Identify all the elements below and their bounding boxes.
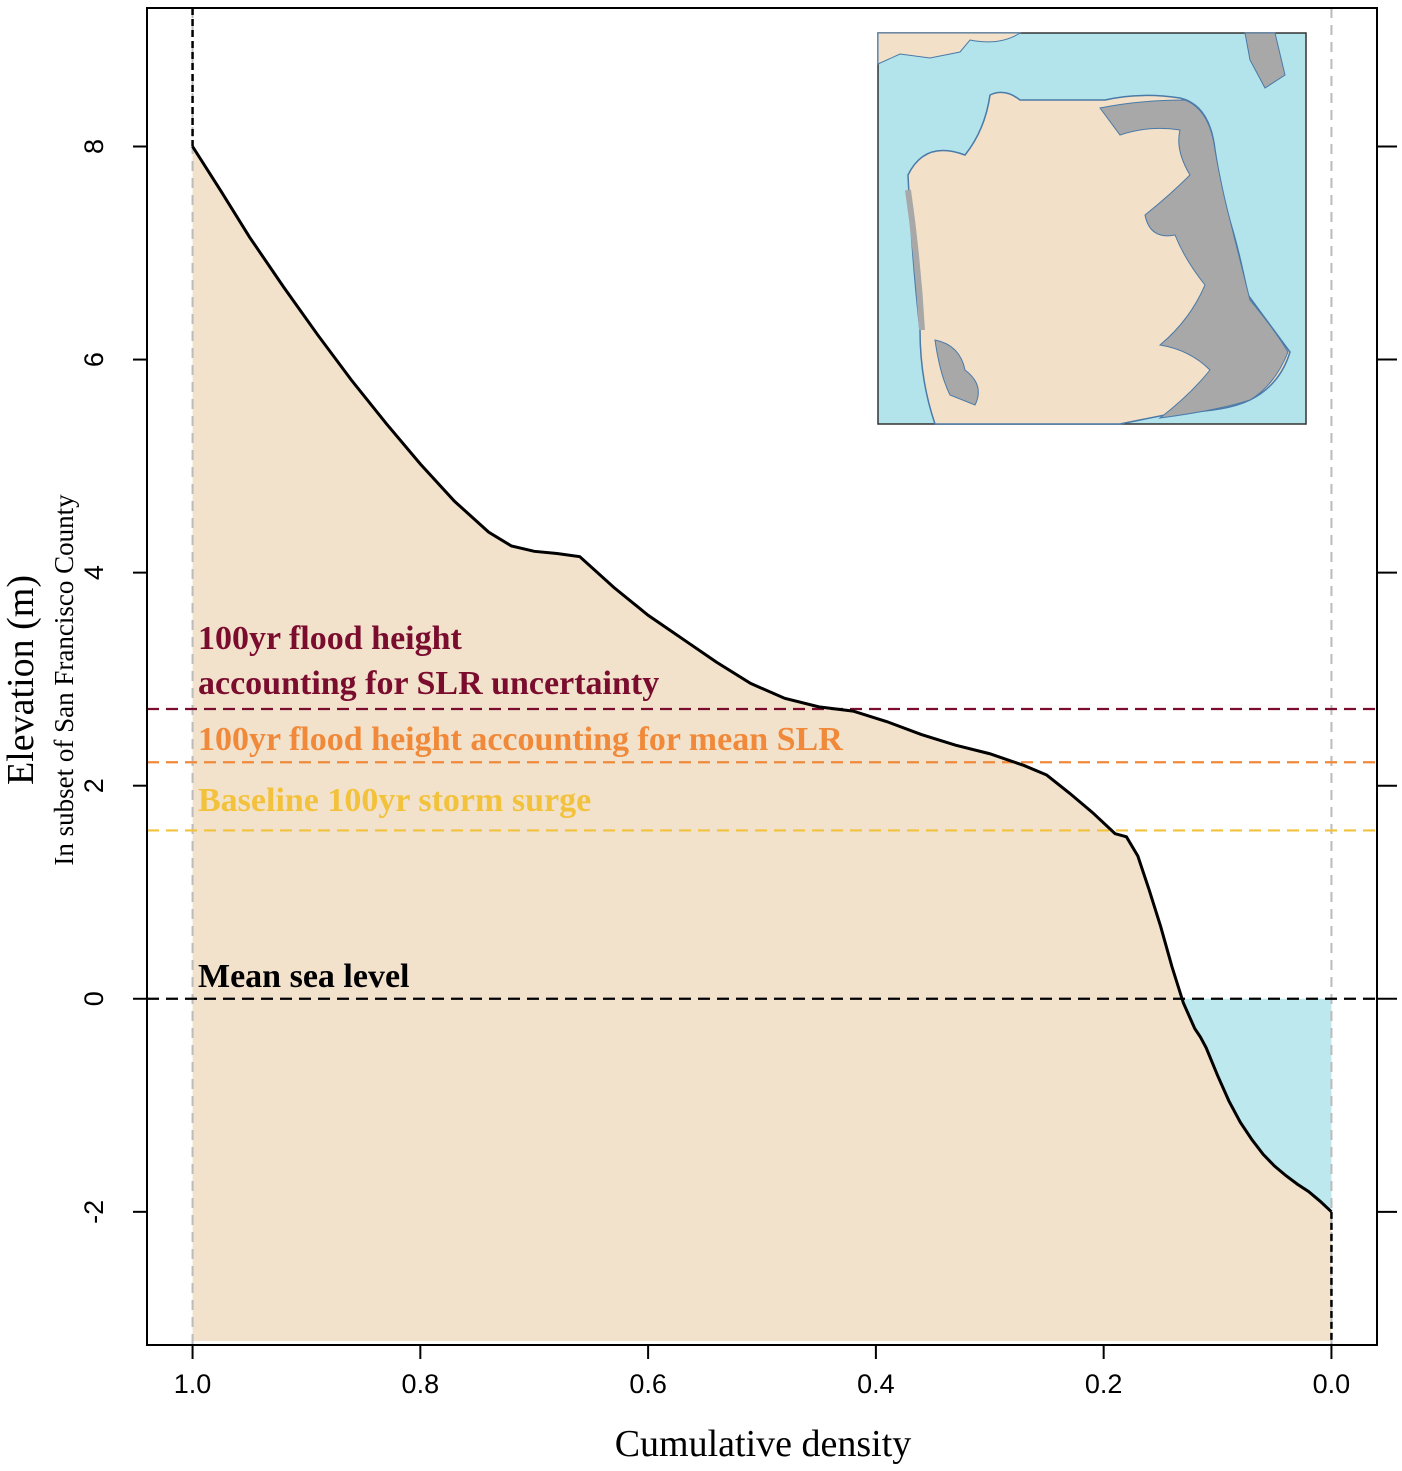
y-tick-label-0: -2 (79, 1200, 109, 1224)
san-francisco-inset-map (877, 32, 1307, 425)
axes: 1.0 0.8 0.6 0.4 0.2 0.0 -2 0 2 4 6 8 (79, 7, 1397, 1399)
y-tick-label-1: 0 (79, 991, 109, 1006)
x-tick-label-4: 0.2 (1085, 1369, 1123, 1399)
inset-flood-zone (1099, 99, 1289, 419)
y-tick-label-5: 8 (79, 139, 109, 154)
x-tick-label-3: 0.4 (857, 1369, 895, 1399)
y-tick-label-4: 6 (79, 352, 109, 367)
plot-area (147, 8, 1377, 1345)
x-tick-label-0: 1.0 (174, 1369, 212, 1399)
annotation-mean-slr: 100yr flood height accounting for mean S… (198, 721, 843, 758)
x-tick-label-1: 0.8 (402, 1369, 440, 1399)
inset-island (1244, 32, 1286, 89)
y-axis-subtitle: In subset of San Francisco County (49, 494, 79, 866)
cumulative-density-curve (191, 145, 1333, 1213)
y-tick-label-2: 2 (79, 778, 109, 793)
y-tick-label-3: 4 (79, 565, 109, 580)
plot-frame (146, 7, 1378, 1346)
annotation-slr-uncertainty-line2: accounting for SLR uncertainty (198, 665, 659, 702)
y-axis-title: Elevation (m) (0, 575, 42, 785)
annotation-mean-sea-level: Mean sea level (198, 958, 410, 995)
inset-lake-zone (934, 339, 979, 406)
annotation-slr-uncertainty-line1: 100yr flood height (198, 620, 463, 657)
x-axis-title: Cumulative density (615, 1423, 912, 1465)
annotation-baseline-surge: Baseline 100yr storm surge (198, 782, 591, 819)
x-tick-label-5: 0.0 (1313, 1369, 1351, 1399)
x-tick-label-2: 0.6 (629, 1369, 667, 1399)
annotations: 100yr flood height accounting for SLR un… (198, 620, 843, 995)
land-area (192, 146, 1332, 1341)
inset-coast-strip (905, 189, 925, 331)
water-area (1183, 998, 1332, 1212)
inset-marin-land (877, 32, 1022, 65)
